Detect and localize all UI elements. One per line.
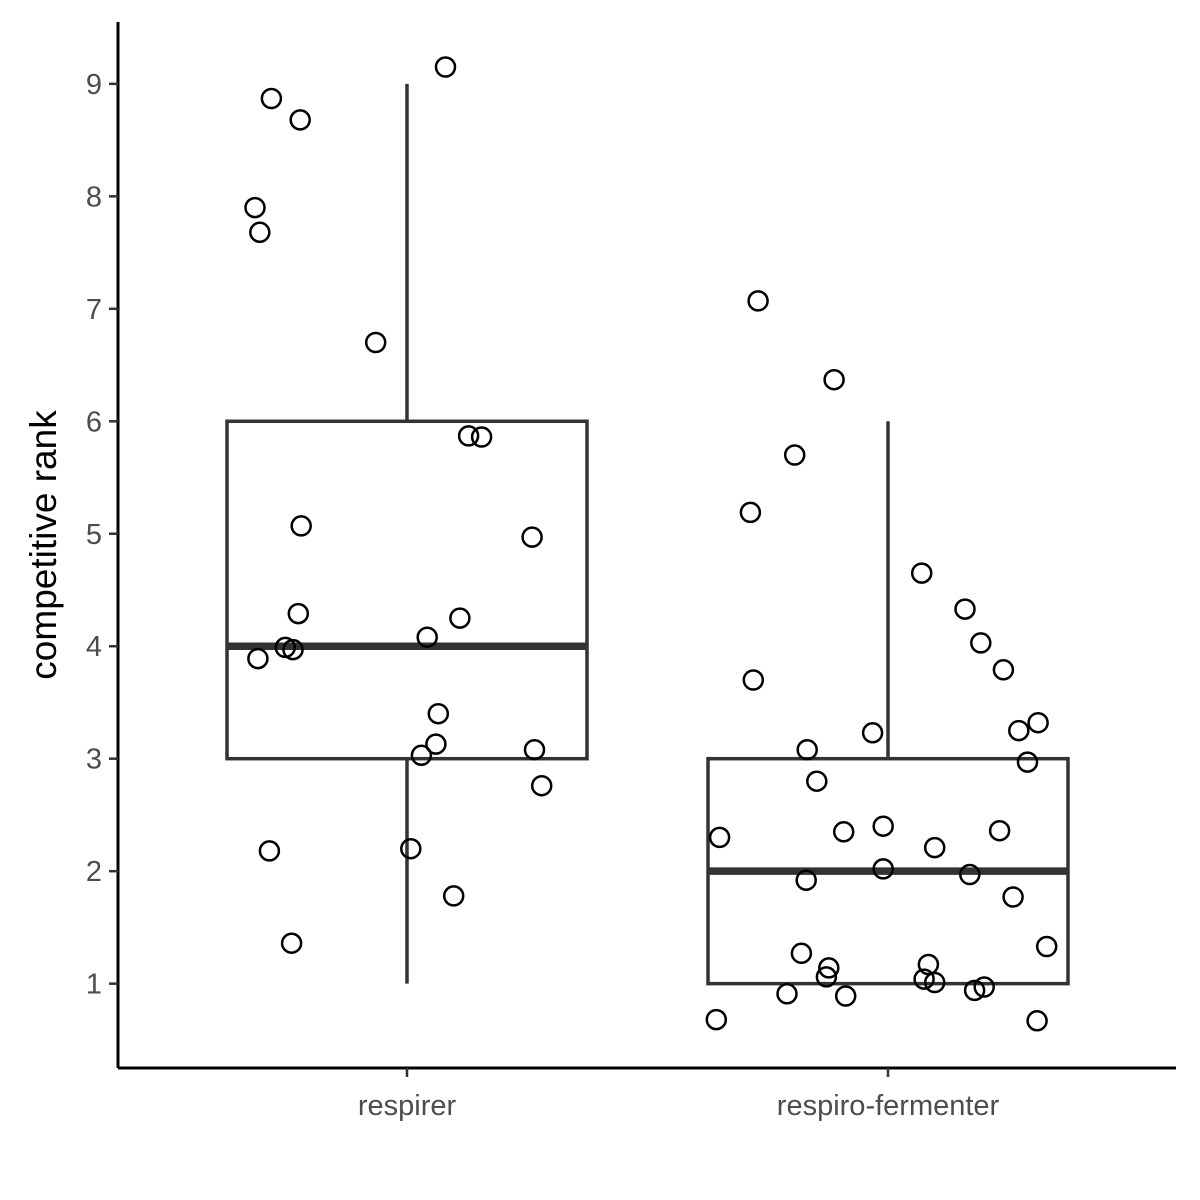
- data-point: [260, 87, 283, 110]
- data-point: [963, 979, 986, 1002]
- data-point: [959, 863, 981, 886]
- data-point: [244, 196, 266, 219]
- y-tick-label: 2: [86, 856, 102, 888]
- data-point: [910, 562, 933, 584]
- data-point: [247, 647, 269, 670]
- data-point: [806, 770, 828, 792]
- boxes-layer: [225, 83, 1070, 986]
- data-point: [872, 858, 894, 880]
- data-point: [416, 626, 438, 648]
- data-point: [818, 957, 840, 979]
- data-point: [783, 444, 806, 466]
- data-point: [747, 290, 769, 312]
- data-point: [1027, 711, 1049, 734]
- ticks-layer: 1 2 3 4 5 6 7 8 9 respirer respiro-fermenter: [86, 69, 1000, 1122]
- data-point: [861, 722, 884, 744]
- data-point: [790, 942, 813, 965]
- data-point: [427, 702, 450, 725]
- axes-layer: [116, 22, 1176, 1070]
- data-point: [872, 815, 894, 837]
- y-tick-label: 7: [86, 294, 102, 326]
- data-point: [290, 515, 312, 537]
- y-tick-label: 5: [86, 519, 102, 551]
- data-point: [1008, 719, 1030, 742]
- box-respiro-fermenter: [706, 421, 1070, 986]
- y-tick-label: 4: [86, 631, 102, 663]
- data-point: [913, 968, 935, 990]
- points-layer: [244, 56, 1058, 1032]
- data-point: [287, 602, 310, 625]
- data-point: [742, 669, 765, 691]
- data-point: [795, 869, 817, 891]
- y-tick-label: 3: [86, 744, 102, 776]
- data-point: [410, 744, 433, 767]
- data-point: [815, 966, 838, 988]
- data-point: [708, 826, 731, 849]
- data-point: [1035, 935, 1058, 958]
- x-tick-label: respirer: [358, 1090, 457, 1122]
- data-point: [400, 837, 422, 860]
- data-point: [776, 983, 798, 1005]
- data-point: [923, 836, 946, 859]
- data-point: [823, 368, 845, 391]
- data-point: [970, 632, 992, 654]
- data-point: [739, 501, 762, 524]
- data-point: [249, 221, 271, 244]
- y-tick-label: 1: [86, 969, 102, 1001]
- data-point: [1002, 886, 1024, 908]
- data-point: [705, 1008, 728, 1031]
- data-point: [832, 821, 855, 843]
- y-tick-label: 9: [86, 69, 102, 101]
- data-point: [442, 885, 465, 907]
- data-point: [425, 733, 447, 755]
- data-point: [954, 598, 976, 620]
- y-axis-title: competitive rank: [23, 410, 64, 680]
- data-point: [834, 985, 857, 1007]
- data-point: [470, 426, 493, 448]
- data-point: [992, 659, 1015, 681]
- data-point: [457, 425, 480, 447]
- data-point: [521, 526, 543, 548]
- data-point: [523, 738, 546, 761]
- data-point: [530, 774, 553, 797]
- data-point: [449, 607, 471, 629]
- iqr-box: [225, 419, 589, 761]
- data-point: [289, 109, 311, 131]
- data-point: [1016, 751, 1039, 773]
- data-point: [923, 971, 946, 994]
- data-point: [1026, 1010, 1048, 1032]
- y-tick-label: 6: [86, 406, 102, 438]
- data-point: [796, 738, 818, 761]
- data-point: [364, 331, 387, 354]
- x-tick-label: respiro-fermenter: [777, 1090, 1000, 1122]
- data-point: [434, 56, 457, 78]
- data-point: [258, 840, 281, 862]
- box-respirer: [225, 83, 589, 984]
- data-point: [988, 819, 1011, 842]
- data-point: [282, 638, 304, 661]
- data-point: [280, 932, 303, 954]
- y-tick-label: 8: [86, 181, 102, 213]
- data-point: [973, 976, 995, 998]
